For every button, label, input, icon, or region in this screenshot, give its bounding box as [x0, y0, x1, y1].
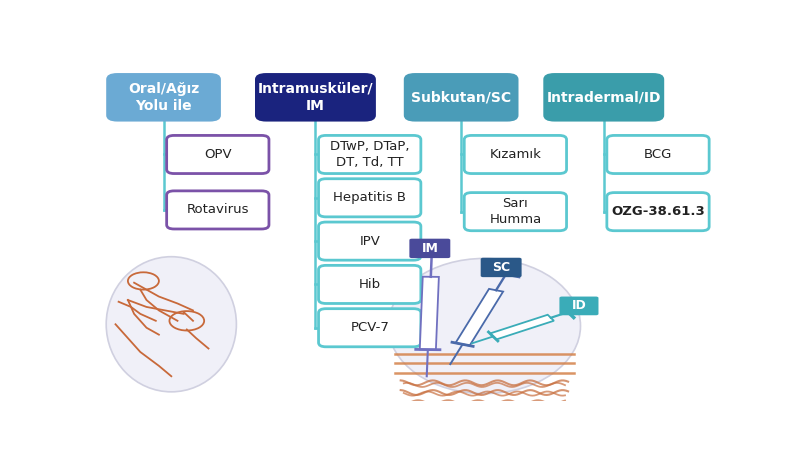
Text: Sarı
Humma: Sarı Humma — [490, 197, 542, 226]
Text: PCV-7: PCV-7 — [350, 321, 389, 334]
FancyBboxPatch shape — [255, 73, 376, 122]
FancyBboxPatch shape — [318, 222, 421, 260]
Text: IPV: IPV — [359, 234, 380, 248]
FancyBboxPatch shape — [543, 73, 664, 122]
Polygon shape — [455, 289, 503, 346]
FancyBboxPatch shape — [464, 135, 566, 174]
Text: Hepatitis B: Hepatitis B — [334, 191, 406, 204]
FancyBboxPatch shape — [481, 258, 522, 277]
Text: BCG: BCG — [644, 148, 672, 161]
FancyBboxPatch shape — [464, 193, 566, 231]
Text: OPV: OPV — [204, 148, 232, 161]
FancyBboxPatch shape — [607, 135, 709, 174]
FancyBboxPatch shape — [607, 193, 709, 231]
FancyBboxPatch shape — [559, 297, 598, 315]
Text: Hib: Hib — [358, 278, 381, 291]
Text: DTwP, DTaP,
DT, Td, TT: DTwP, DTaP, DT, Td, TT — [330, 140, 410, 169]
Text: Oral/Ağız
Yolu ile: Oral/Ağız Yolu ile — [128, 81, 199, 113]
FancyBboxPatch shape — [318, 266, 421, 303]
Text: SC: SC — [492, 261, 510, 274]
Text: IM: IM — [422, 242, 438, 255]
FancyBboxPatch shape — [404, 73, 518, 122]
FancyBboxPatch shape — [318, 309, 421, 347]
Text: ID: ID — [571, 299, 586, 312]
Polygon shape — [490, 315, 554, 339]
Ellipse shape — [106, 256, 237, 392]
Ellipse shape — [388, 258, 581, 394]
FancyBboxPatch shape — [318, 179, 421, 217]
Text: Intradermal/ID: Intradermal/ID — [546, 90, 661, 104]
FancyBboxPatch shape — [318, 135, 421, 174]
FancyBboxPatch shape — [166, 191, 269, 229]
Text: Intramusküler/
IM: Intramusküler/ IM — [258, 81, 374, 113]
FancyBboxPatch shape — [106, 73, 221, 122]
Text: Subkutan/SC: Subkutan/SC — [411, 90, 511, 104]
Polygon shape — [420, 277, 439, 350]
Text: OZG-38.61.3: OZG-38.61.3 — [611, 205, 705, 218]
Text: Kızamık: Kızamık — [490, 148, 542, 161]
FancyBboxPatch shape — [410, 238, 450, 258]
Text: Rotavirus: Rotavirus — [186, 203, 249, 216]
FancyBboxPatch shape — [166, 135, 269, 174]
